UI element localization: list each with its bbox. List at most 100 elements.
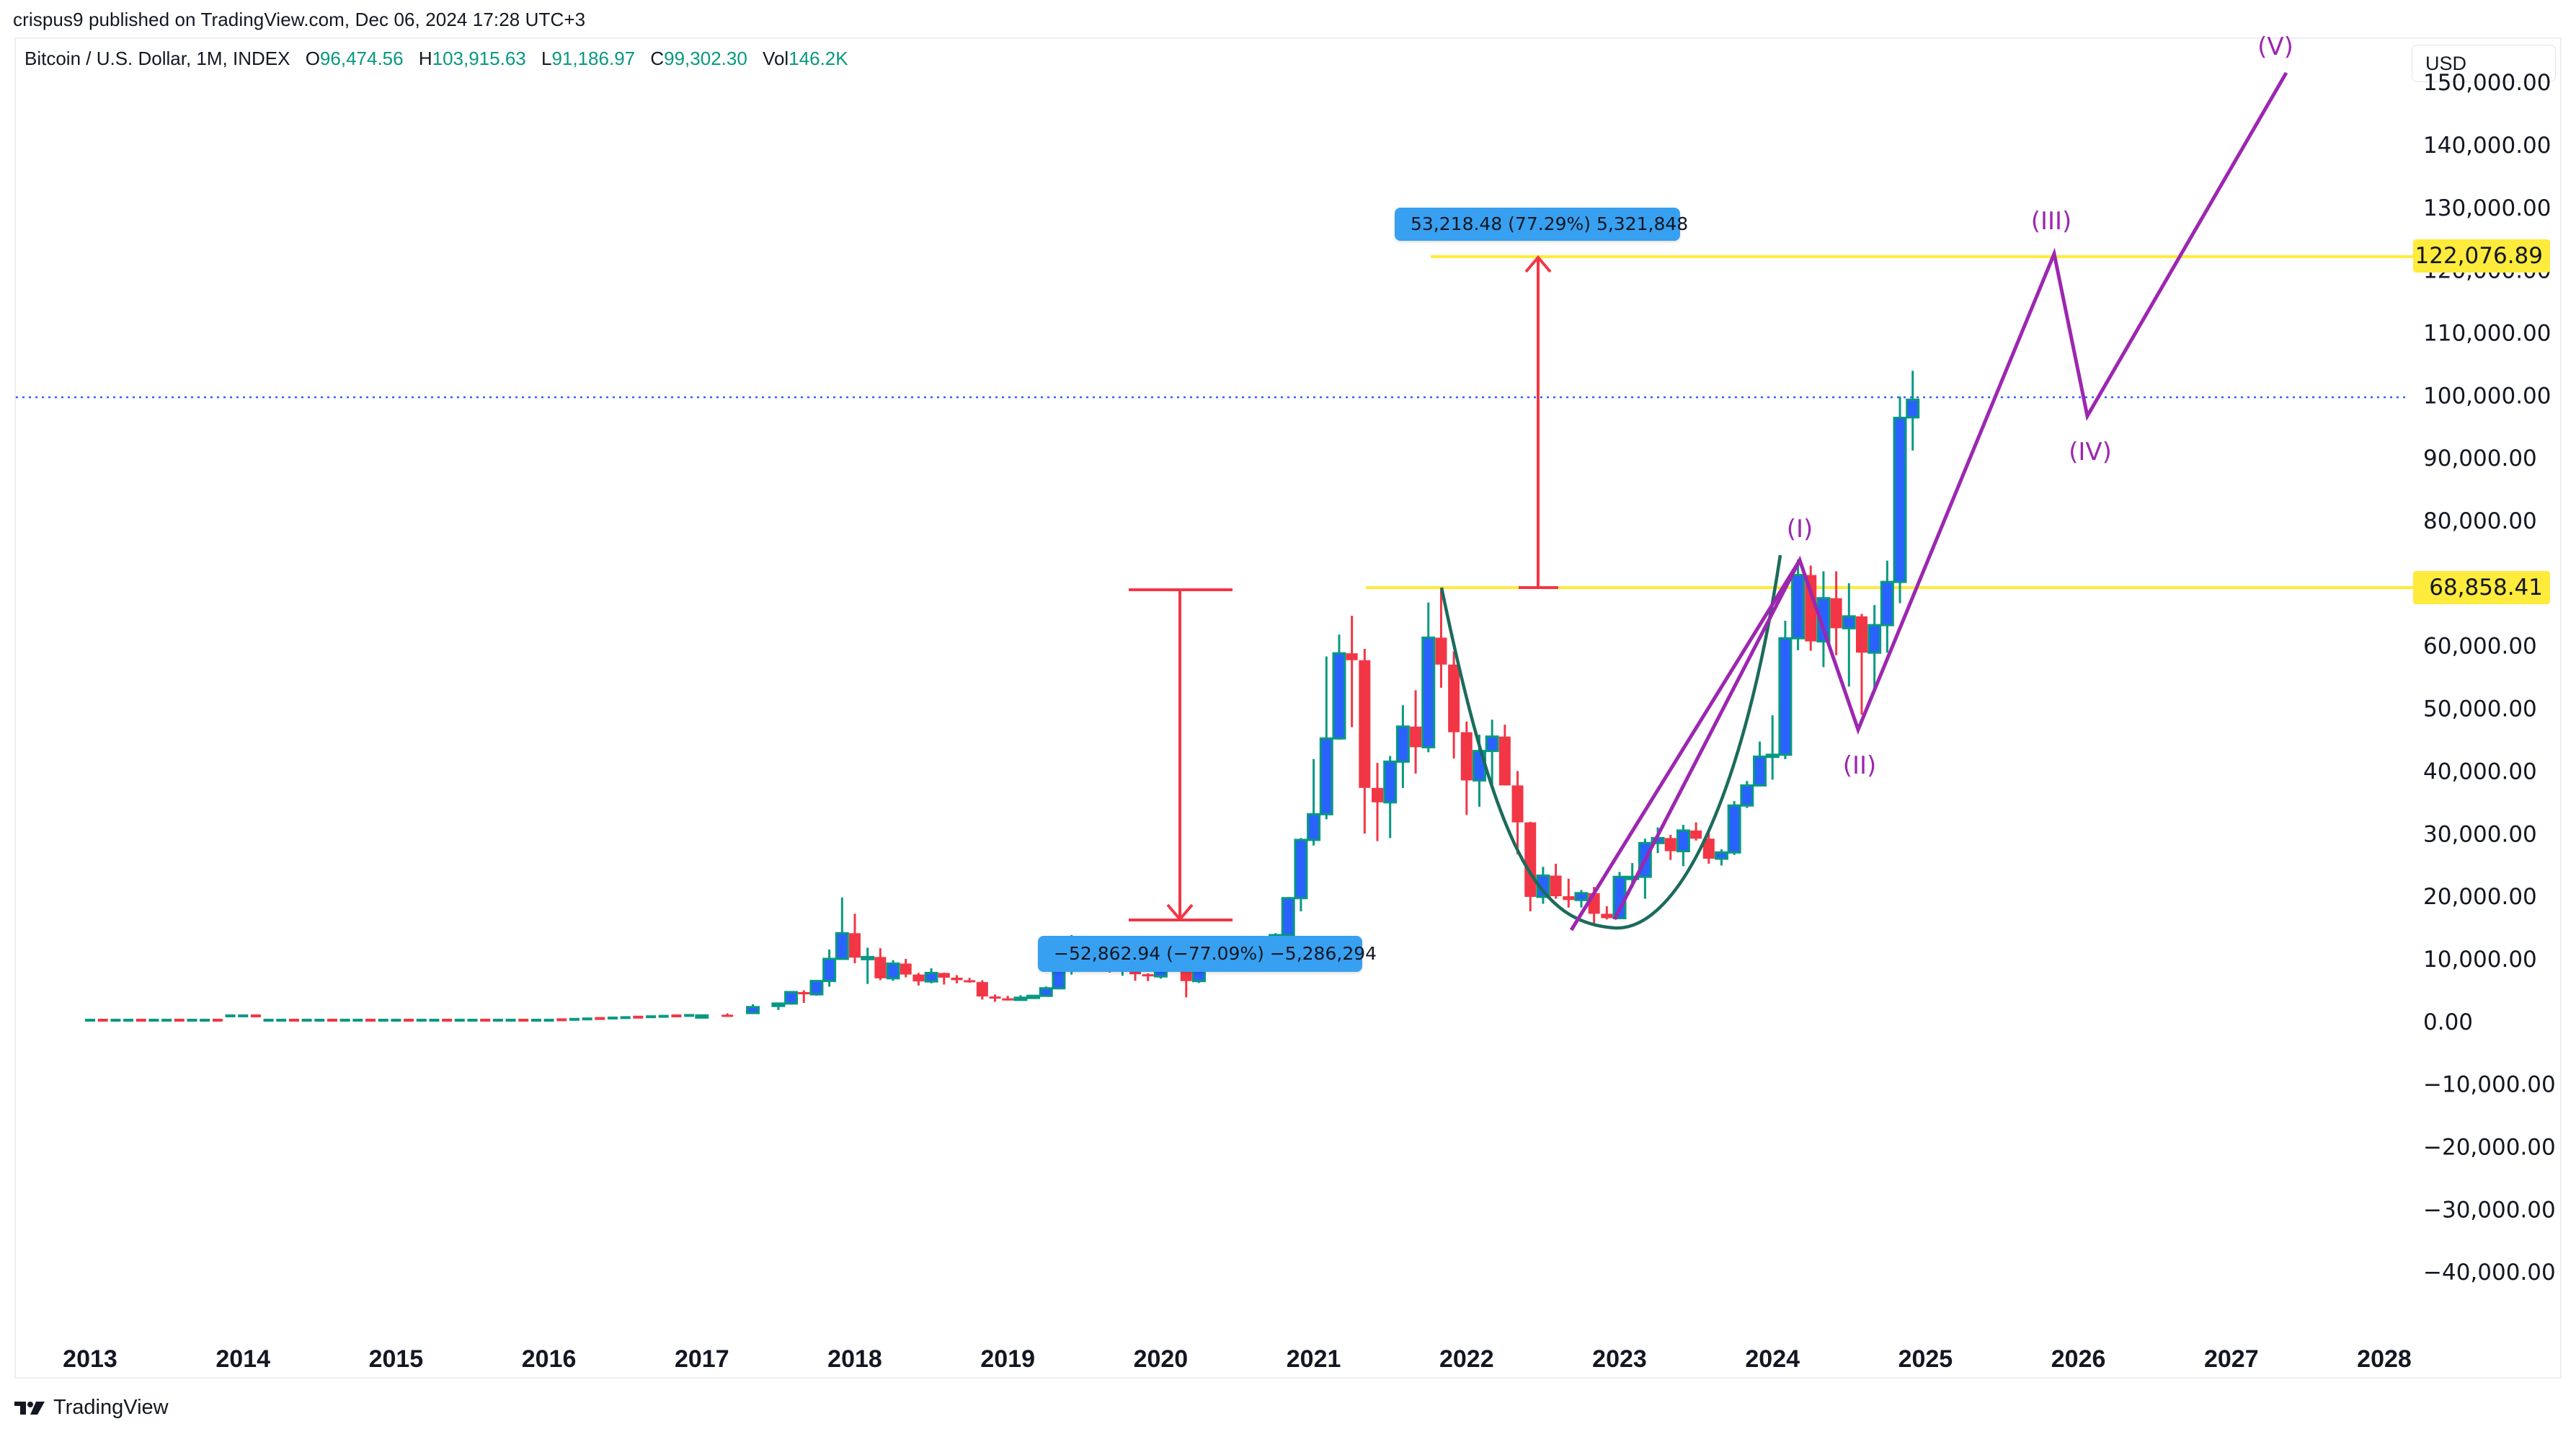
candle-down	[1805, 575, 1817, 642]
candle-up	[1574, 892, 1589, 901]
candle	[492, 1019, 503, 1022]
candle-down	[1142, 974, 1154, 977]
candle	[608, 1017, 618, 1019]
candle	[200, 1019, 210, 1022]
candle	[518, 1019, 529, 1022]
low-value: 91,186.97	[551, 48, 636, 69]
candle	[136, 1019, 146, 1022]
candle-up	[1319, 737, 1333, 815]
price-tick-label: −10,000.00	[2423, 1072, 2556, 1098]
candle	[187, 1019, 197, 1022]
candle	[480, 1019, 491, 1022]
candle-up	[1778, 637, 1793, 756]
candle	[301, 1019, 312, 1022]
candle-up	[1765, 753, 1780, 758]
candle-down	[1855, 616, 1867, 653]
candle-down	[1830, 598, 1842, 629]
candle	[442, 1019, 453, 1022]
candle-up	[1906, 398, 1920, 419]
candle-up	[1294, 839, 1308, 900]
close-value: 99,302.30	[664, 48, 747, 69]
candle-down	[1498, 736, 1511, 786]
price-tick-label: 90,000.00	[2423, 446, 2537, 472]
currency-button[interactable]: USD	[2412, 45, 2556, 82]
price-tick-label: 150,000.00	[2423, 70, 2551, 96]
candle-up	[1727, 804, 1741, 854]
candle-down	[1372, 787, 1384, 802]
candle	[97, 1019, 108, 1022]
high-key: H	[418, 48, 432, 69]
candle	[658, 1014, 669, 1018]
high-value: 103,915.63	[432, 48, 526, 69]
time-tick-label: 2026	[2051, 1345, 2106, 1373]
candle-down	[1511, 785, 1524, 823]
open-value: 96,474.56	[319, 48, 404, 69]
candle-up	[886, 962, 900, 980]
candle-up	[822, 957, 837, 983]
candle-up	[771, 1002, 786, 1007]
price-tick-label: −20,000.00	[2423, 1135, 2556, 1161]
symbol-title[interactable]: Bitcoin / U.S. Dollar, 1M, INDEX	[25, 48, 290, 69]
candle	[365, 1019, 376, 1022]
candle	[123, 1019, 134, 1022]
candle-down	[1002, 998, 1014, 1001]
candle	[505, 1019, 516, 1022]
measure-up-arrow[interactable]	[1519, 255, 1558, 589]
tradingview-logo-text: TradingView	[53, 1396, 169, 1419]
candle	[467, 1019, 478, 1022]
candle-down	[1550, 875, 1562, 897]
measure-down-arrow[interactable]	[1129, 588, 1233, 922]
candle	[595, 1017, 605, 1020]
candle-up	[861, 955, 875, 960]
time-tick-label: 2027	[2204, 1345, 2259, 1373]
candle	[148, 1019, 159, 1022]
candle-down	[1346, 653, 1358, 660]
candle-down	[976, 982, 988, 997]
candle	[530, 1019, 541, 1022]
candle	[646, 1015, 657, 1019]
candle	[212, 1019, 223, 1022]
tradingview-logo[interactable]: TradingView	[14, 1396, 169, 1420]
candle-down	[1524, 822, 1537, 897]
time-tick-label: 2014	[216, 1345, 270, 1373]
volume-value: 146.2K	[789, 48, 848, 69]
price-tick-label: 60,000.00	[2423, 634, 2537, 660]
candle-up	[809, 980, 824, 996]
symbol-legend: Bitcoin / U.S. Dollar, 1M, INDEX O96,474…	[25, 48, 858, 70]
elliott-wave-line[interactable]	[1612, 71, 2288, 921]
candle	[238, 1014, 249, 1017]
close-key: C	[650, 48, 665, 69]
price-tick-label: 10,000.00	[2423, 947, 2537, 973]
price-tick-label: 130,000.00	[2423, 195, 2551, 221]
candle	[391, 1019, 401, 1022]
open-key: O	[305, 48, 320, 69]
candle-up	[746, 1006, 760, 1014]
candle	[671, 1014, 682, 1017]
wave-1-leg	[1569, 559, 1802, 932]
time-tick-label: 2022	[1439, 1345, 1494, 1373]
candle-up	[1026, 994, 1041, 999]
candle-down	[1664, 838, 1676, 851]
candle-down	[1601, 913, 1613, 919]
candle	[429, 1019, 440, 1022]
candlestick-series	[85, 371, 1920, 1022]
candle-down	[1448, 664, 1460, 733]
candle-down	[1690, 830, 1702, 839]
cup-pattern-curve[interactable]	[1439, 554, 1782, 930]
candle-down	[1410, 726, 1422, 748]
time-tick-label: 2028	[2357, 1345, 2412, 1373]
candle-up	[1485, 735, 1499, 753]
candle-down	[1460, 732, 1473, 781]
candle	[620, 1016, 631, 1019]
candle-up	[1013, 996, 1028, 1001]
time-tick-label: 2016	[522, 1345, 577, 1373]
candle-up	[1039, 987, 1053, 997]
wave-label-1: (I)	[1787, 515, 1813, 544]
candle	[416, 1019, 427, 1022]
candle-down	[798, 991, 810, 995]
time-axis[interactable]: 2013 2014 2015 2016 2017 2018 2019 2020 2021 2022…	[63, 1345, 2412, 1373]
candle-up	[924, 971, 938, 983]
candle	[454, 1019, 465, 1022]
candle-up	[835, 932, 849, 960]
